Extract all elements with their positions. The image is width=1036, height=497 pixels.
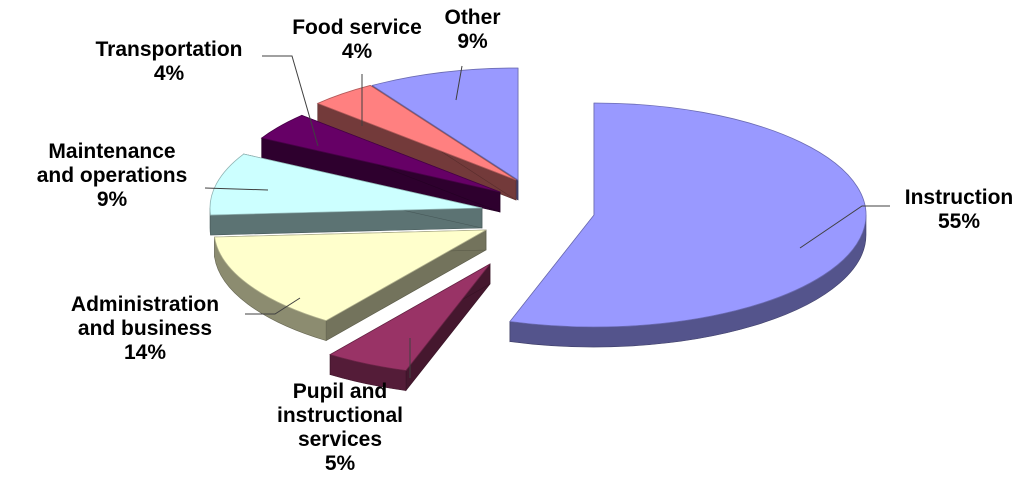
label-admin-value: 14%	[123, 341, 167, 364]
slice-transport	[260, 114, 501, 213]
leader-line-admin	[245, 297, 301, 315]
slice-maint	[209, 153, 483, 236]
label-maint: Maintenance and operations 9%	[22, 140, 202, 212]
label-pupil-line2: instructional	[276, 404, 403, 427]
label-instruction: Instruction 55%	[884, 186, 1034, 234]
label-admin-line1: Administration	[70, 293, 220, 316]
label-admin: Administration and business 14%	[50, 293, 240, 365]
slice-instruction	[509, 102, 867, 348]
slice-food-top	[316, 85, 517, 181]
slice-maint-top	[209, 153, 483, 216]
leader-line-transport	[262, 55, 319, 147]
label-other: Other 9%	[435, 6, 510, 54]
label-transport: Transportation 4%	[84, 38, 254, 86]
label-pupil-line3: services	[297, 428, 383, 451]
label-food-line1: Food service	[292, 16, 422, 39]
slice-pupil	[329, 263, 491, 392]
slice-food	[316, 84, 517, 201]
label-instruction-value: 55%	[937, 210, 981, 233]
label-maint-value: 9%	[96, 188, 128, 211]
leader-line-other	[455, 65, 463, 101]
slice-admin	[214, 229, 487, 342]
slice-admin-top	[214, 229, 487, 322]
label-transport-value: 4%	[153, 62, 185, 85]
label-instruction-line1: Instruction	[904, 186, 1014, 209]
label-maint-line1: Maintenance	[48, 140, 176, 163]
slice-pupil-top	[329, 263, 491, 371]
label-food-value: 4%	[341, 40, 373, 63]
label-transport-line1: Transportation	[95, 38, 243, 61]
label-other-line1: Other	[444, 6, 501, 29]
leader-line-instruction	[799, 205, 890, 249]
slice-instruction-top	[509, 102, 867, 328]
label-food: Food service 4%	[272, 16, 442, 64]
label-pupil: Pupil and instructional services 5%	[250, 380, 430, 476]
slice-transport-top	[260, 114, 501, 193]
slice-other-top	[371, 67, 519, 181]
leader-line-maint	[204, 187, 269, 191]
label-other-value: 9%	[457, 30, 488, 53]
label-admin-line2: and business	[77, 317, 213, 340]
label-maint-line2: and operations	[36, 164, 188, 187]
label-pupil-value: 5%	[324, 452, 356, 475]
label-pupil-line1: Pupil and	[292, 380, 388, 403]
